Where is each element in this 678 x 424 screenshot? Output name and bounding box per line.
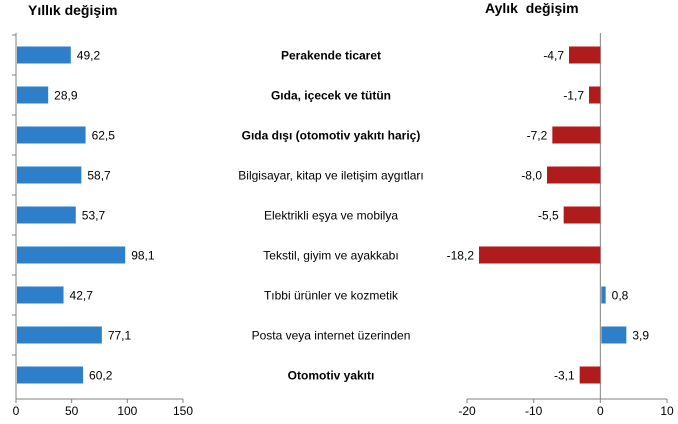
right-chart-title: Aylık değişim <box>485 0 579 16</box>
right-x-tick-label: 0 <box>597 404 604 418</box>
left-bar-value-label: 49,2 <box>77 49 101 63</box>
left-bar-value-label: 58,7 <box>87 169 111 183</box>
left-bar <box>17 46 71 64</box>
category-label: Otomotiv yakıtı <box>288 369 375 383</box>
left-bar <box>17 246 126 264</box>
right-bar-value-label: -4,7 <box>543 49 564 63</box>
right-bar-value-label: -1,7 <box>563 89 584 103</box>
right-bar <box>579 366 601 384</box>
left-panel: 0 50 100 150 49,2 28,9 62,5 58,7 53,7 98,1 42,7 77,… <box>12 33 193 418</box>
left-bar-value-label: 28,9 <box>54 89 78 103</box>
right-bar-value-label: -18,2 <box>447 249 475 263</box>
right-bar-value-label: -3,1 <box>554 369 575 383</box>
right-bar <box>589 86 601 104</box>
category-label: Tekstil, giyim ve ayakkabı <box>263 249 398 263</box>
right-bar <box>569 46 601 64</box>
left-bar <box>17 206 76 224</box>
right-x-tick-label: -10 <box>525 404 543 418</box>
right-bar <box>552 126 601 144</box>
left-bar-value-label: 42,7 <box>70 289 94 303</box>
right-bar-value-label: 3,9 <box>632 329 649 343</box>
left-bar-value-label: 77,1 <box>108 329 132 343</box>
right-bar-value-label: -7,2 <box>527 129 548 143</box>
left-chart-title: Yıllık değişim <box>28 2 117 18</box>
left-bar <box>17 286 64 304</box>
right-bar <box>547 166 601 184</box>
category-label: Bilgisayar, kitap ve iletişim aygıtları <box>238 169 423 183</box>
right-bar <box>601 286 606 304</box>
right-x-tick-label: 10 <box>660 404 674 418</box>
left-bar-value-label: 53,7 <box>82 209 106 223</box>
right-bar <box>479 246 601 264</box>
left-bar <box>17 326 102 344</box>
left-bar-value-label: 62,5 <box>92 129 116 143</box>
left-bar-value-label: 60,2 <box>89 369 113 383</box>
category-label: Elektrikli eşya ve mobilya <box>264 209 398 223</box>
category-label: Perakende ticaret <box>281 49 381 63</box>
left-x-tick-label: 50 <box>65 404 79 418</box>
left-bar <box>17 166 82 184</box>
left-bar <box>17 86 49 104</box>
left-x-tick-label: 150 <box>173 404 193 418</box>
right-x-tick-label: -20 <box>458 404 476 418</box>
category-labels: Perakende ticaret Gıda, içecek ve tütün Gı… <box>238 49 423 383</box>
right-bar-value-label: -8,0 <box>521 169 542 183</box>
left-x-tick-label: 100 <box>117 404 137 418</box>
category-label: Gıda dışı (otomotiv yakıtı hariç) <box>242 129 421 143</box>
right-bar-value-label: 0,8 <box>612 289 629 303</box>
right-bar <box>601 326 627 344</box>
right-bar-value-label: -5,5 <box>538 209 559 223</box>
category-label: Tıbbi ürünler ve kozmetik <box>264 289 399 303</box>
left-bar-value-label: 98,1 <box>131 249 155 263</box>
left-bar <box>17 366 84 384</box>
left-bar <box>17 126 86 144</box>
left-x-tick-label: 0 <box>13 404 20 418</box>
category-label: Gıda, içecek ve tütün <box>271 89 391 103</box>
category-label: Posta veya internet üzerinden <box>252 329 411 343</box>
right-bar <box>563 206 601 224</box>
right-panel: -20 -10 0 10 -4,7 -1,7 -7,2 -8,0 -5,5 -18,2 0,8 3,9… <box>447 33 674 418</box>
